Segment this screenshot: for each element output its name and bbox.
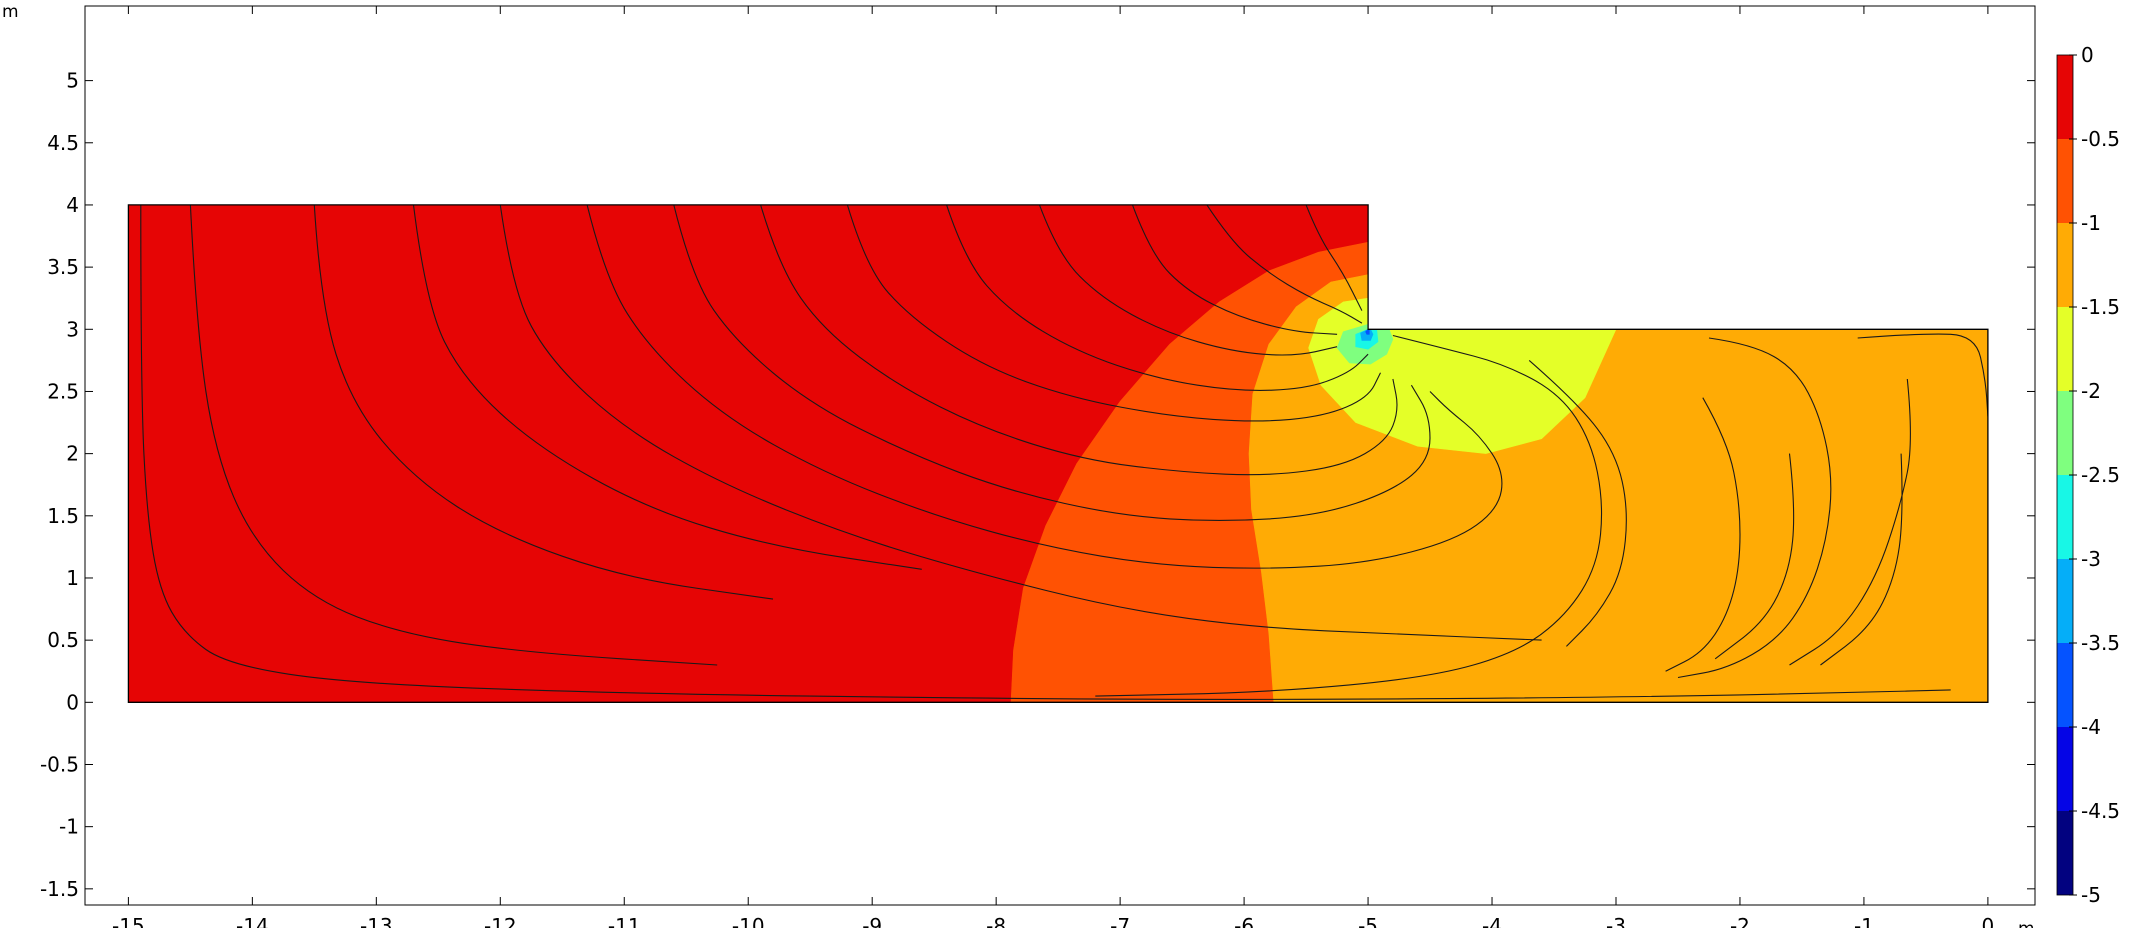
colorbar: 0 -0.5 -1 -1.5 -2 -2.5 -3 -3.5 -4 -4.5 -5: [2056, 43, 2120, 907]
x-tick-label: -2: [1730, 914, 1750, 928]
x-unit-label: m: [2018, 919, 2035, 928]
streamline: [1038, 204, 1338, 356]
colorbar-tick-label: -3.5: [2081, 631, 2120, 655]
streamline: [499, 204, 1542, 641]
x-tick-label: -10: [732, 914, 765, 928]
streamline: [1820, 453, 1903, 666]
y-tick-label: 2: [66, 442, 79, 466]
x-tick-label: -8: [986, 914, 1006, 928]
streamline: [1131, 204, 1338, 335]
colorbar-swatch: [2057, 475, 2073, 559]
streamline: [1305, 204, 1363, 311]
x-tick-label: -5: [1358, 914, 1378, 928]
streamline: [140, 204, 1951, 700]
colorbar-swatch: [2057, 307, 2073, 391]
domain-outline: [127, 204, 1989, 703]
streamline: [1857, 333, 1989, 417]
streamline: [1206, 204, 1363, 324]
x-tick-label: -3: [1606, 914, 1626, 928]
streamline: [846, 204, 1381, 422]
y-tick-label: 5: [66, 69, 79, 93]
streamline: [760, 204, 1398, 476]
colorbar-swatch: [2057, 811, 2073, 895]
y-unit-label: m: [2, 2, 19, 22]
streamline: [673, 204, 1431, 521]
x-tick-label: 0: [1982, 914, 1995, 928]
colorbar-tick-label: -2: [2081, 379, 2101, 403]
x-tick-label: -7: [1110, 914, 1130, 928]
y-tick-label: 4.5: [47, 131, 79, 155]
y-tick-label: 1.5: [47, 504, 79, 528]
streamline: [946, 204, 1369, 391]
colorbar-swatch: [2057, 391, 2073, 475]
colorbar-swatch: [2057, 727, 2073, 811]
contour-regions: [128, 204, 1989, 703]
x-tick-label: -13: [360, 914, 393, 928]
colorbar-tick-label: -2.5: [2081, 463, 2120, 487]
streamline: [1677, 337, 1832, 679]
x-tick-label: -6: [1234, 914, 1254, 928]
colorbar-tick-label: -0.5: [2081, 127, 2120, 151]
contour-region: [1365, 328, 1370, 335]
y-tick-label: 2.5: [47, 379, 79, 403]
x-tick-label: -4: [1482, 914, 1502, 928]
colorbar-swatch: [2057, 139, 2073, 223]
colorbar-swatch: [2057, 643, 2073, 727]
streamline: [1789, 378, 1911, 666]
streamline: [586, 204, 1503, 569]
y-axis: -1.5 -1 -0.5 0 0.5 1 1.5 2 2.5 3 3.5 4 4.5 5: [40, 69, 2035, 901]
plot-content: [127, 204, 1989, 703]
x-tick-label: -12: [484, 914, 517, 928]
x-axis: -15 -14 -13 -12 -11 -10 -9 -8 -7 -6 -5 -4 -3 -2 -1 0: [112, 6, 1994, 928]
colorbar-swatch: [2057, 559, 2073, 643]
y-tick-label: 1: [66, 566, 79, 590]
x-tick-label: -9: [862, 914, 882, 928]
y-tick-label: -1.5: [40, 877, 79, 901]
streamline: [1714, 453, 1795, 660]
y-tick-label: 0.5: [47, 628, 79, 652]
colorbar-tick-label: -4.5: [2081, 799, 2120, 823]
streamline: [1528, 359, 1627, 647]
y-tick-label: 3.5: [47, 255, 79, 279]
x-tick-label: -14: [236, 914, 269, 928]
y-tick-label: 4: [66, 193, 79, 217]
streamline: [1095, 334, 1603, 697]
colorbar-tick-label: -1: [2081, 211, 2101, 235]
colorbar-tick-label: 0: [2081, 43, 2094, 67]
streamline: [412, 204, 922, 570]
colorbar-tick-label: -4: [2081, 715, 2101, 739]
streamline: [189, 204, 718, 666]
colorbar-tick-label: -5: [2081, 883, 2101, 907]
streamlines: [140, 204, 1989, 700]
x-tick-label: -15: [112, 914, 145, 928]
colorbar-swatch: [2057, 55, 2073, 139]
streamline: [313, 204, 774, 600]
y-tick-label: 3: [66, 317, 79, 341]
colorbar-swatch: [2057, 223, 2073, 307]
streamline: [1665, 397, 1741, 672]
y-tick-label: -0.5: [40, 752, 79, 776]
x-tick-label: -11: [608, 914, 641, 928]
colorbar-tick-label: -1.5: [2081, 295, 2120, 319]
y-tick-label: 0: [66, 690, 79, 714]
y-tick-label: -1: [59, 815, 79, 839]
x-tick-label: -1: [1854, 914, 1874, 928]
colorbar-tick-label: -3: [2081, 547, 2101, 571]
